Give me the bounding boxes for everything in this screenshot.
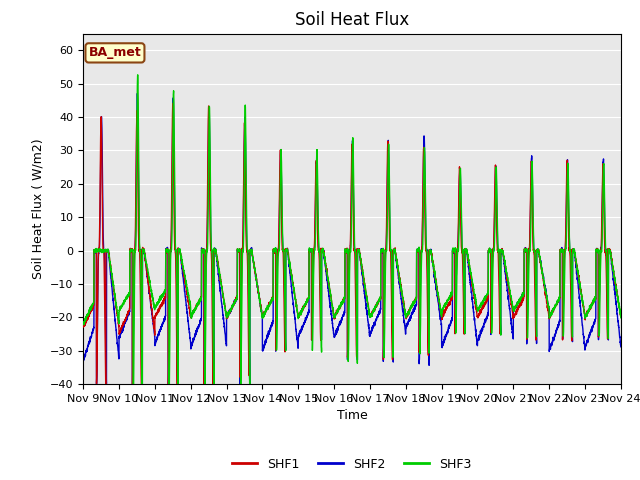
SHF2 [79,358,87,363]
SHF3 [443,300,451,306]
SHF1 [79,324,87,330]
SHF3 [503,272,511,278]
SHF3 [176,248,184,253]
SHF1 [169,100,177,106]
Line: SHF3: SHF3 [83,75,621,426]
SHF1 [176,248,184,254]
Y-axis label: Soil Heat Flux ( W/m2): Soil Heat Flux ( W/m2) [31,139,44,279]
X-axis label: Time: Time [337,409,367,422]
Line: SHF2: SHF2 [83,94,621,408]
SHF1 [616,310,624,315]
SHF3 [138,423,146,429]
SHF1 [173,394,181,400]
SHF1 [503,277,511,283]
SHF1 [473,309,481,314]
SHF1 [332,312,340,318]
SHF2 [138,406,146,411]
SHF3 [473,302,481,308]
SHF2 [332,331,340,336]
SHF2 [176,249,184,254]
Text: BA_met: BA_met [88,47,141,60]
SHF2 [617,344,625,349]
SHF1 [443,304,451,310]
SHF2 [616,340,624,346]
SHF1 [617,314,625,320]
SHF2 [443,331,451,337]
SHF3 [617,315,625,321]
SHF3 [332,311,340,317]
Title: Soil Heat Flux: Soil Heat Flux [295,11,409,29]
SHF3 [79,319,87,325]
SHF3 [616,312,624,317]
SHF3 [134,72,141,78]
SHF2 [503,286,511,292]
SHF2 [473,336,481,341]
Line: SHF1: SHF1 [83,103,621,397]
SHF2 [134,91,141,96]
Legend: SHF1, SHF2, SHF3: SHF1, SHF2, SHF3 [227,453,477,476]
